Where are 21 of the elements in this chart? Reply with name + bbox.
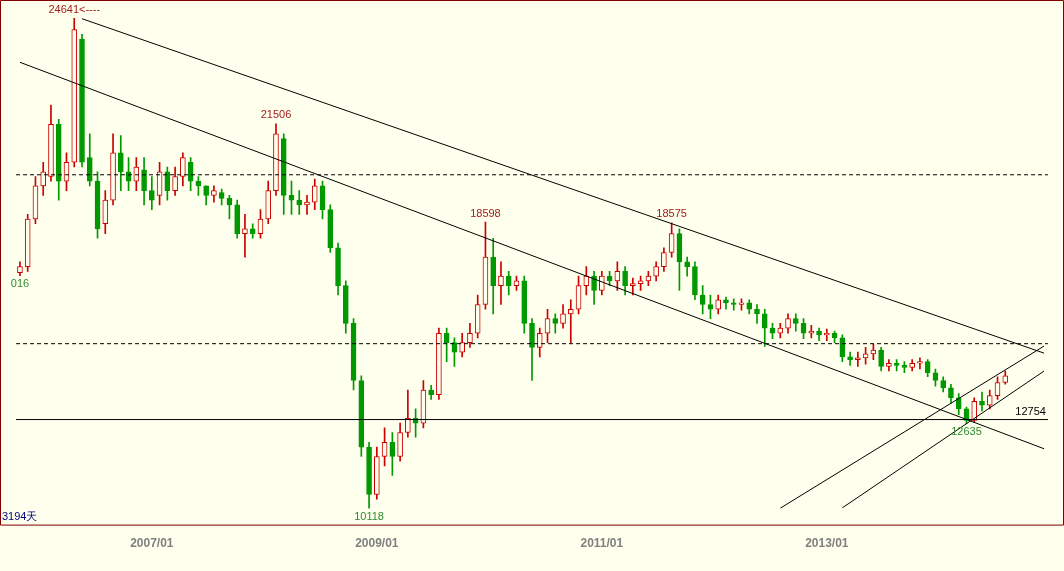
candlestick — [730, 298, 737, 311]
candlestick — [855, 351, 861, 367]
x-tick-label: 2011/01 — [580, 536, 624, 551]
candlestick — [498, 261, 504, 305]
annotation: 016 — [10, 277, 30, 290]
x-tick-label: 2007/01 — [130, 536, 174, 551]
candlestick — [296, 190, 303, 215]
candlestick — [567, 299, 574, 343]
candlestick — [808, 325, 815, 339]
ref-line-label: 12754 — [1015, 405, 1046, 418]
candlestick — [242, 213, 248, 258]
annotation: 24641<---- — [48, 2, 101, 15]
x-tick-label: 2013/01 — [805, 536, 849, 551]
annotation: 10118 — [354, 510, 384, 523]
annotation: 18575 — [656, 207, 687, 220]
annotation: 21506 — [260, 108, 292, 121]
annotation: 12635 — [951, 425, 982, 438]
annotation: 18598 — [470, 206, 501, 219]
x-tick-label: 2009/01 — [355, 536, 399, 551]
text: 3194天 — [2, 510, 38, 523]
candlestick — [754, 304, 760, 324]
